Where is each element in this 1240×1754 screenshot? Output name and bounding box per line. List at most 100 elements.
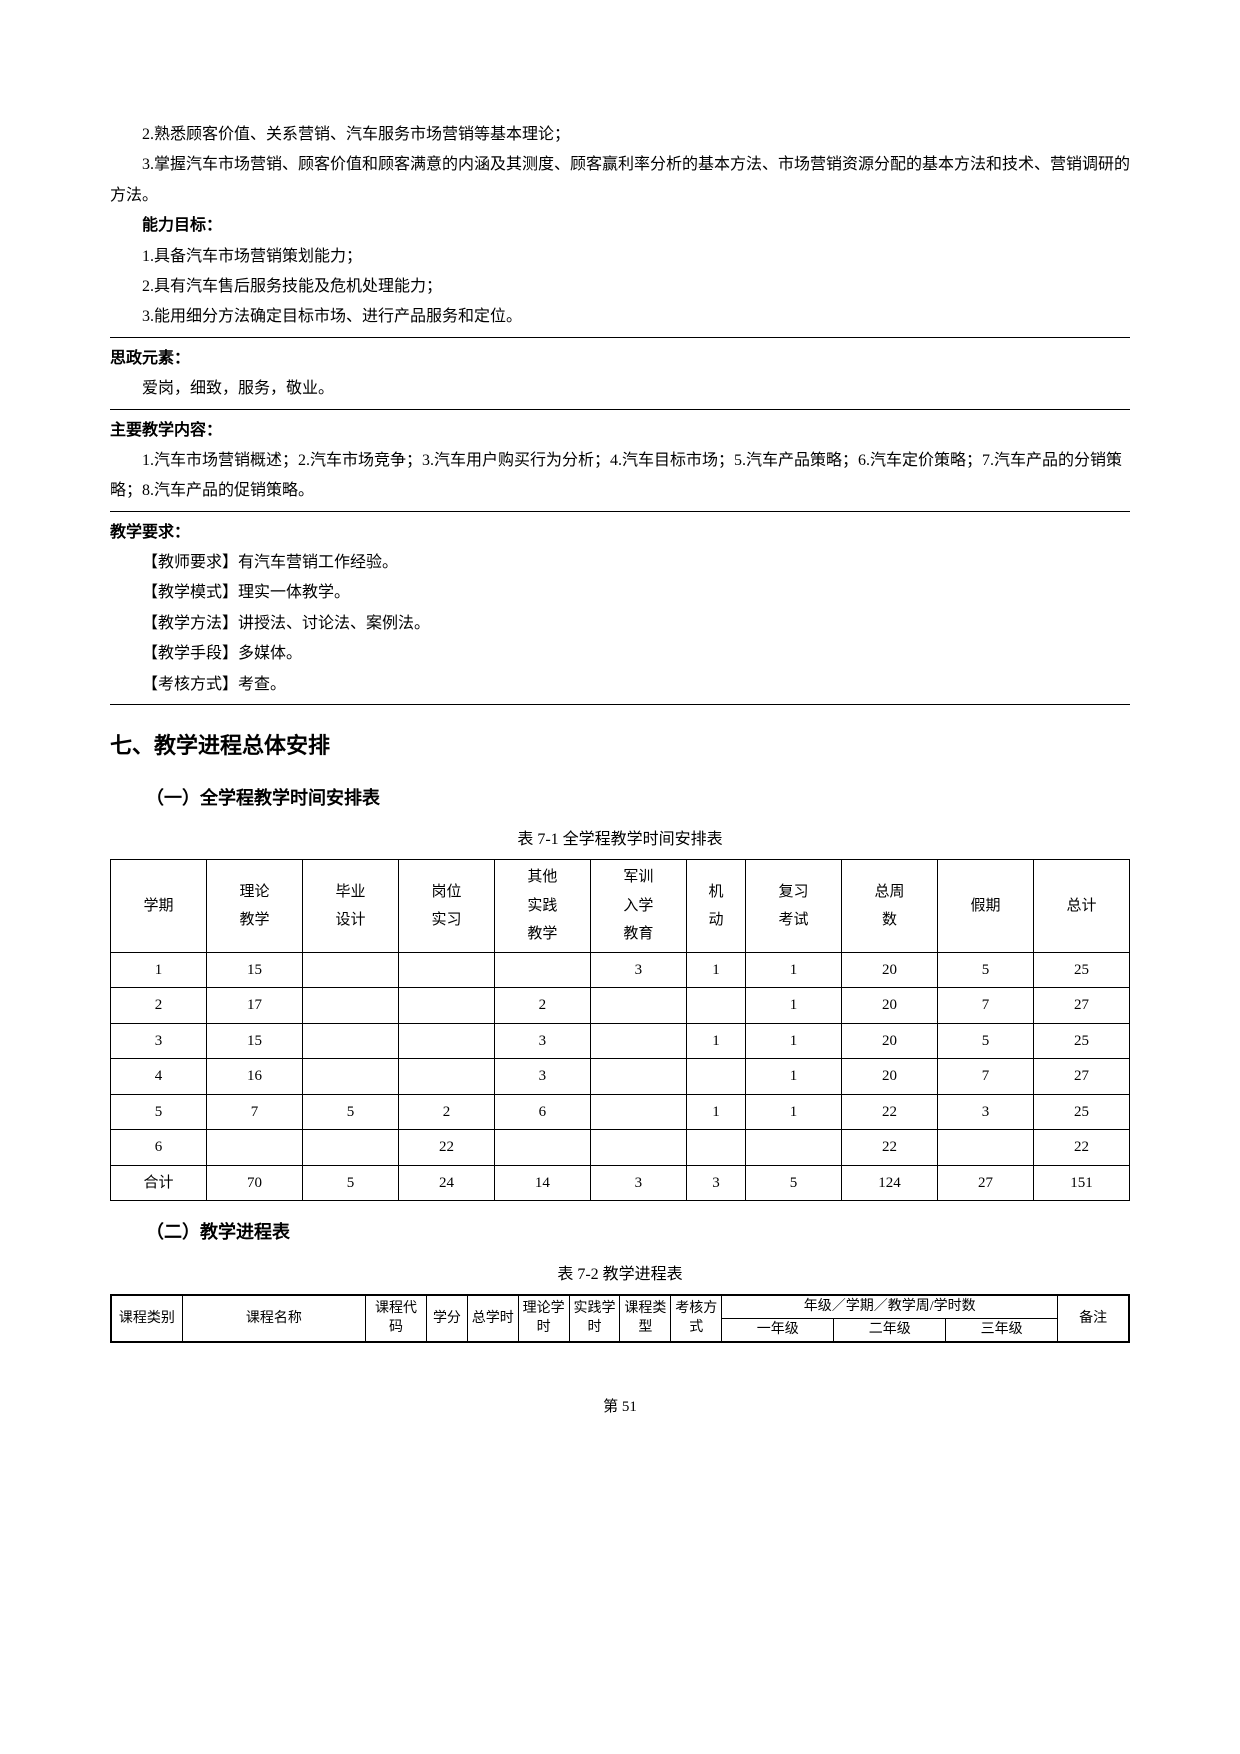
col-header: 军训入学教育 [590, 860, 686, 953]
section-heading: 七、教学进程总体安排 [110, 725, 1130, 767]
col-subheader: 三年级 [946, 1319, 1058, 1343]
table-cell: 1 [111, 952, 207, 988]
table-cell: 2 [111, 988, 207, 1024]
col-header: 总周数 [841, 860, 937, 953]
col-header: 假期 [937, 860, 1033, 953]
table-cell [302, 988, 398, 1024]
table-cell [302, 1059, 398, 1095]
table-caption: 表 7-2 教学进程表 [110, 1260, 1130, 1290]
table-cell: 1 [686, 1094, 745, 1130]
table-cell [937, 1130, 1033, 1166]
table-cell: 16 [206, 1059, 302, 1095]
table-cell: 1 [686, 1023, 745, 1059]
col-header: 理论教学 [206, 860, 302, 953]
table-cell: 27 [1033, 1059, 1129, 1095]
table-cell: 22 [841, 1094, 937, 1130]
col-header: 总学时 [467, 1295, 518, 1342]
ability-item: 3.能用细分方法确定目标市场、进行产品服务和定位。 [110, 302, 1130, 332]
table-cell [398, 952, 494, 988]
table-cell: 2 [398, 1094, 494, 1130]
table-cell: 3 [686, 1165, 745, 1201]
table-row: 6222222 [111, 1130, 1130, 1166]
requirement-item: 【考核方式】考查。 [110, 670, 1130, 700]
table-cell [494, 952, 590, 988]
col-header: 年级／学期／教学周/学时数 [722, 1295, 1058, 1319]
col-header: 课程类别 [111, 1295, 182, 1342]
subsection-heading: （二）教学进程表 [110, 1215, 1130, 1249]
table-cell: 3 [494, 1059, 590, 1095]
col-header: 考核方式 [671, 1295, 722, 1342]
table-cell: 27 [937, 1165, 1033, 1201]
table-row: 575261122325 [111, 1094, 1130, 1130]
table-cell: 3 [111, 1023, 207, 1059]
table-cell [398, 1023, 494, 1059]
col-header: 机动 [686, 860, 745, 953]
table-cell: 5 [745, 1165, 841, 1201]
table-cell: 7 [206, 1094, 302, 1130]
table-cell: 1 [745, 1023, 841, 1059]
table-cell: 15 [206, 1023, 302, 1059]
table-cell: 124 [841, 1165, 937, 1201]
requirement-item: 【教学手段】多媒体。 [110, 639, 1130, 669]
table-caption: 表 7-1 全学程教学时间安排表 [110, 825, 1130, 855]
divider [110, 409, 1130, 410]
table-cell: 5 [302, 1094, 398, 1130]
table-cell: 合计 [111, 1165, 207, 1201]
table-cell: 5 [111, 1094, 207, 1130]
table-cell [590, 988, 686, 1024]
table-row: 11531120525 [111, 952, 1130, 988]
table-cell [302, 1130, 398, 1166]
table-cell [398, 988, 494, 1024]
table-cell: 14 [494, 1165, 590, 1201]
table-cell: 20 [841, 988, 937, 1024]
ideology-label: 思政元素： [110, 344, 1130, 374]
table-row: 合计705241433512427151 [111, 1165, 1130, 1201]
table-cell: 25 [1033, 1094, 1129, 1130]
table-cell: 6 [494, 1094, 590, 1130]
table-cell: 20 [841, 1023, 937, 1059]
table-cell [590, 1059, 686, 1095]
table-cell: 3 [590, 1165, 686, 1201]
table-cell [686, 1059, 745, 1095]
table-cell: 25 [1033, 1023, 1129, 1059]
table-cell [590, 1130, 686, 1166]
divider [110, 337, 1130, 338]
table-cell: 7 [937, 988, 1033, 1024]
table-cell: 1 [745, 1094, 841, 1130]
table-cell: 15 [206, 952, 302, 988]
ideology-text: 爱岗，细致，服务，敬业。 [110, 374, 1130, 404]
col-header: 毕业设计 [302, 860, 398, 953]
table-cell: 22 [1033, 1130, 1129, 1166]
table-cell: 22 [398, 1130, 494, 1166]
col-header: 备注 [1058, 1295, 1129, 1342]
paragraph: 3.掌握汽车市场营销、顾客价值和顾客满意的内涵及其测度、顾客赢利率分析的基本方法… [110, 150, 1130, 211]
table-row: 31531120525 [111, 1023, 1130, 1059]
table-cell: 25 [1033, 952, 1129, 988]
col-header: 岗位实习 [398, 860, 494, 953]
table-cell: 4 [111, 1059, 207, 1095]
table-cell: 1 [745, 988, 841, 1024]
table-cell [686, 1130, 745, 1166]
table-row: 2172120727 [111, 988, 1130, 1024]
table-cell [494, 1130, 590, 1166]
table-cell [590, 1023, 686, 1059]
table-cell [302, 952, 398, 988]
table-cell [686, 988, 745, 1024]
table-cell [206, 1130, 302, 1166]
table-cell: 151 [1033, 1165, 1129, 1201]
ability-item: 2.具有汽车售后服务技能及危机处理能力； [110, 272, 1130, 302]
table-cell: 3 [937, 1094, 1033, 1130]
paragraph-text: 3.掌握汽车市场营销、顾客价值和顾客满意的内涵及其测度、顾客赢利率分析的基本方法… [110, 156, 1130, 203]
table-cell: 20 [841, 952, 937, 988]
table-row: 4163120727 [111, 1059, 1130, 1095]
col-header: 学期 [111, 860, 207, 953]
table-cell: 3 [494, 1023, 590, 1059]
table-cell: 7 [937, 1059, 1033, 1095]
table-cell: 17 [206, 988, 302, 1024]
col-header: 课程类型 [620, 1295, 671, 1342]
table-cell: 27 [1033, 988, 1129, 1024]
page-number: 第 51 [110, 1393, 1130, 1422]
col-header: 课程代码 [366, 1295, 427, 1342]
col-subheader: 二年级 [834, 1319, 946, 1343]
col-header: 理论学时 [518, 1295, 569, 1342]
